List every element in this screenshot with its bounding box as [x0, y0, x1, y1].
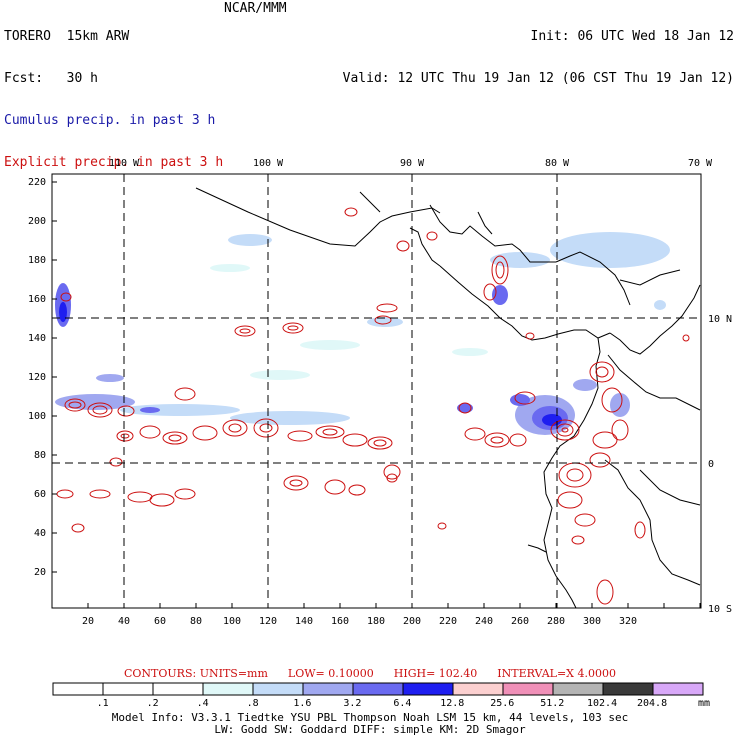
colorbar-label: 12.8 [440, 698, 465, 709]
x-tick-label: 180 [367, 616, 385, 627]
x-tick-label: 100 [223, 616, 241, 627]
explicit-precip-contours [56, 207, 690, 605]
explicit-field-label: Explicit precip. in past 3 h [4, 155, 224, 170]
model-name: TORERO 15km ARW [4, 29, 130, 44]
x-tick-label: 140 [295, 616, 313, 627]
x-tick-label: 240 [475, 616, 493, 627]
lon-label-70w: 70 W [688, 158, 713, 169]
forecast-hour: Fcst: 30 h [4, 71, 98, 86]
cumulus-precip-shading [55, 232, 670, 435]
precip-map: 110 W 100 W 90 W 80 W 70 W 10 N 0 10 S 2… [28, 158, 732, 627]
cumulus-field-label: Cumulus precip. in past 3 h [4, 113, 216, 128]
x-tick-label: 320 [619, 616, 637, 627]
colorbar-swatch [352, 682, 404, 696]
contour-info: CONTOURS: UNITS=mm LOW= 0.10000 HIGH= 102.… [0, 667, 740, 680]
contour-low: LOW= 0.10000 [287, 667, 374, 680]
colorbar-unit: mm [698, 698, 711, 709]
y-tick-label: 140 [28, 333, 46, 344]
lat-label-10n: 10 N [708, 314, 732, 325]
colorbar-label: .1 [96, 698, 109, 709]
y-tick-label: 200 [28, 216, 46, 227]
lat-label-0: 0 [708, 459, 714, 470]
lon-label-90w: 90 W [400, 158, 425, 169]
lon-label-80w: 80 W [545, 158, 570, 169]
colorbar-label: 51.2 [540, 698, 565, 709]
colorbar-swatch [552, 682, 604, 696]
y-tick-label: 80 [34, 450, 46, 461]
model-info-line2: LW: Godd SW: Goddard DIFF: simple KM: 2D… [214, 723, 526, 736]
colorbar-swatch [402, 682, 454, 696]
colorbar-swatch [302, 682, 354, 696]
colorbar-swatch [102, 682, 154, 696]
colorbar-label: 6.4 [393, 698, 412, 709]
colorbar-swatch [52, 682, 104, 696]
x-tick-label: 60 [154, 616, 166, 627]
y-tick-label: 120 [28, 372, 46, 383]
contour-interval: INTERVAL=X 4.0000 [497, 667, 616, 680]
colorbar-swatch [502, 682, 554, 696]
colorbar-swatch [452, 682, 504, 696]
colorbar-swatch [602, 682, 654, 696]
y-tick-label: 40 [34, 528, 46, 539]
colorbar-swatch [152, 682, 204, 696]
x-tick-label: 80 [190, 616, 202, 627]
map-content [55, 187, 701, 608]
colorbar-label: 3.2 [343, 698, 362, 709]
x-tick-label: 20 [82, 616, 94, 627]
x-tick-label: 40 [118, 616, 130, 627]
lon-label-100w: 100 W [253, 158, 284, 169]
time-info: Init: 06 UTC Wed 18 Jan 12 Valid: 12 UTC… [343, 2, 734, 100]
colorbar-label: .4 [196, 698, 209, 709]
colorbar-label: .2 [146, 698, 159, 709]
x-tick-label: 280 [547, 616, 565, 627]
y-tick-label: 160 [28, 294, 46, 305]
colorbar-label: 102.4 [587, 698, 618, 709]
valid-time: Valid: 12 UTC Thu 19 Jan 12 (06 CST Thu … [342, 71, 734, 86]
y-tick-label: 60 [34, 489, 46, 500]
axis-ticks [52, 181, 701, 608]
lat-lon-grid [52, 174, 701, 608]
coastlines [195, 187, 701, 608]
x-tick-label: 120 [259, 616, 277, 627]
y-tick-label: 220 [28, 177, 46, 188]
precip-colorbar [52, 682, 704, 696]
lon-label-110w: 110 W [109, 158, 140, 169]
colorbar-label: 204.8 [637, 698, 668, 709]
colorbar-swatch [652, 682, 704, 696]
y-tick-label: 180 [28, 255, 46, 266]
model-title: TORERO 15km ARW Fcst: 30 h Cumulus preci… [4, 2, 223, 184]
colorbar-label: .8 [246, 698, 259, 709]
contour-high: HIGH= 102.40 [393, 667, 478, 680]
x-tick-label: 160 [331, 616, 349, 627]
colorbar-label: 25.6 [490, 698, 515, 709]
y-tick-label: 20 [34, 567, 46, 578]
x-tick-label: 260 [511, 616, 529, 627]
model-info-line1: Model Info: V3.3.1 Tiedtke YSU PBL Thomp… [111, 711, 629, 724]
lat-label-10s: 10 S [708, 604, 732, 615]
y-tick-label: 100 [28, 411, 46, 422]
contour-units: CONTOURS: UNITS=mm [124, 667, 268, 680]
organization-label: NCAR/MMM [224, 1, 287, 16]
colorbar-swatch [202, 682, 254, 696]
colorbar-swatch [252, 682, 304, 696]
x-tick-label: 200 [403, 616, 421, 627]
colorbar-label: 1.6 [293, 698, 312, 709]
x-tick-label: 300 [583, 616, 601, 627]
init-time: Init: 06 UTC Wed 18 Jan 12 [530, 29, 735, 44]
x-tick-label: 220 [439, 616, 457, 627]
